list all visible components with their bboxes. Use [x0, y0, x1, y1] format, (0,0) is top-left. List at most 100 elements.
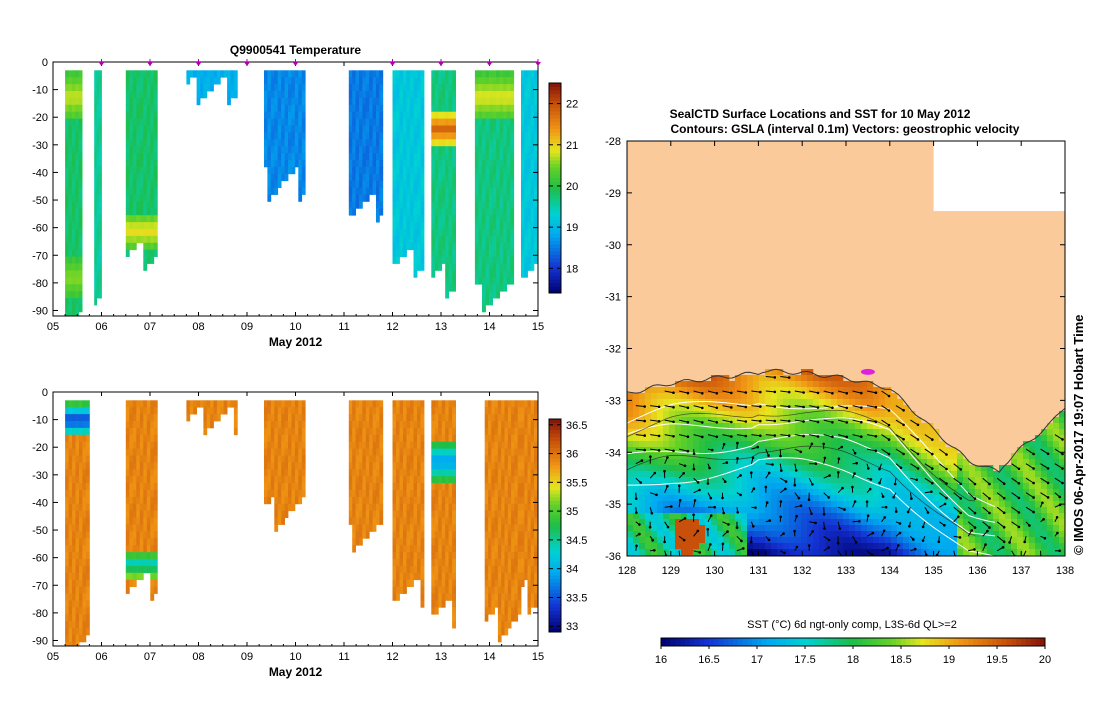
- sst-cell: [639, 543, 645, 549]
- profile-cell: [362, 153, 366, 160]
- profile-cell: [143, 105, 147, 112]
- profile-cell: [442, 587, 446, 594]
- profile-cell: [126, 587, 130, 594]
- profile-cell: [271, 167, 275, 174]
- profile-cell: [69, 531, 73, 538]
- profile-cell: [438, 566, 442, 573]
- profile-cell: [431, 153, 435, 160]
- profile-cell: [79, 153, 83, 160]
- profile-cell: [521, 132, 525, 139]
- profile-cell: [154, 201, 158, 208]
- profile-cell: [438, 236, 442, 243]
- profile-cell: [449, 126, 453, 133]
- profile-cell: [508, 573, 512, 580]
- profile-cell: [79, 215, 83, 222]
- profile-cell: [99, 215, 102, 222]
- profile-cell: [69, 236, 73, 243]
- profile-cell: [129, 497, 133, 504]
- profile-cell: [488, 504, 492, 511]
- colorbar-cell: [549, 501, 561, 505]
- profile-cell: [508, 538, 512, 545]
- profile-cell: [507, 188, 511, 195]
- profile-cell: [486, 112, 490, 119]
- profile-cell: [352, 174, 356, 181]
- sst-cell: [759, 537, 765, 543]
- profile-cell: [154, 483, 158, 490]
- profile-cell: [126, 449, 130, 456]
- profile-cell: [86, 559, 90, 566]
- profile-cell: [369, 490, 373, 497]
- profile-cell: [493, 146, 497, 153]
- profile-cell: [234, 77, 238, 84]
- profile-cell: [72, 559, 76, 566]
- profile-cell: [393, 105, 397, 112]
- profile-cell: [278, 442, 282, 449]
- profile-cell: [514, 552, 518, 559]
- profile-cell: [531, 587, 535, 594]
- profile-cell: [278, 91, 282, 98]
- profile-cell: [97, 98, 100, 105]
- sst-cell: [729, 495, 735, 501]
- colorbar-cell: [549, 188, 561, 192]
- profile-cell: [438, 518, 442, 525]
- profile-cell: [410, 167, 414, 174]
- profile-cell: [501, 442, 505, 449]
- profile-cell: [349, 91, 353, 98]
- profile-cell: [431, 146, 435, 153]
- profile-cell: [531, 600, 535, 607]
- sst-cell: [633, 501, 639, 507]
- profile-cell: [359, 421, 363, 428]
- profile-cell: [489, 167, 493, 174]
- profile-cell: [274, 105, 278, 112]
- profile-cell: [511, 428, 515, 435]
- y-tick-label: -20: [32, 442, 48, 454]
- profile-cell: [79, 208, 83, 215]
- colorbar-cell: [549, 462, 561, 466]
- profile-cell: [475, 174, 479, 181]
- sst-cell: [759, 441, 765, 447]
- profile-cell: [528, 70, 532, 77]
- profile-cell: [396, 545, 400, 552]
- profile-cell: [508, 407, 512, 414]
- profile-cell: [531, 160, 535, 167]
- profile-cell: [442, 400, 446, 407]
- profile-cell: [421, 188, 425, 195]
- profile-cell: [414, 573, 418, 580]
- profile-cell: [376, 105, 380, 112]
- profile-cell: [224, 70, 228, 77]
- profile-cell: [435, 91, 439, 98]
- profile-cell: [496, 84, 500, 91]
- profile-cell: [97, 291, 100, 298]
- profile-cell: [508, 600, 512, 607]
- profile-cell: [69, 139, 73, 146]
- profile-cell: [72, 594, 76, 601]
- profile-cell: [400, 462, 404, 469]
- profile-cell: [75, 153, 79, 160]
- profile-cell: [417, 476, 421, 483]
- profile-cell: [349, 469, 353, 476]
- profile-cell: [298, 160, 302, 167]
- profile-cell: [442, 229, 446, 236]
- profile-cell: [359, 132, 363, 139]
- profile-cell: [498, 600, 502, 607]
- profile-cell: [495, 414, 499, 421]
- profile-cell: [369, 504, 373, 511]
- profile-cell: [534, 257, 538, 264]
- profile-cell: [403, 132, 407, 139]
- profile-cell: [129, 84, 133, 91]
- profile-cell: [475, 119, 479, 126]
- profile-cell: [281, 483, 285, 490]
- profile-cell: [79, 462, 83, 469]
- profile-cell: [69, 462, 73, 469]
- profile-cell: [403, 222, 407, 229]
- sst-cell: [645, 501, 651, 507]
- profile-marker: [196, 62, 202, 66]
- profile-cell: [452, 119, 456, 126]
- sst-cell: [729, 381, 735, 387]
- profile-cell: [366, 407, 370, 414]
- profile-cell: [210, 400, 214, 407]
- profile-cell: [421, 449, 425, 456]
- profile-cell: [69, 181, 73, 188]
- profile-cell: [97, 174, 100, 181]
- profile-cell: [150, 126, 154, 133]
